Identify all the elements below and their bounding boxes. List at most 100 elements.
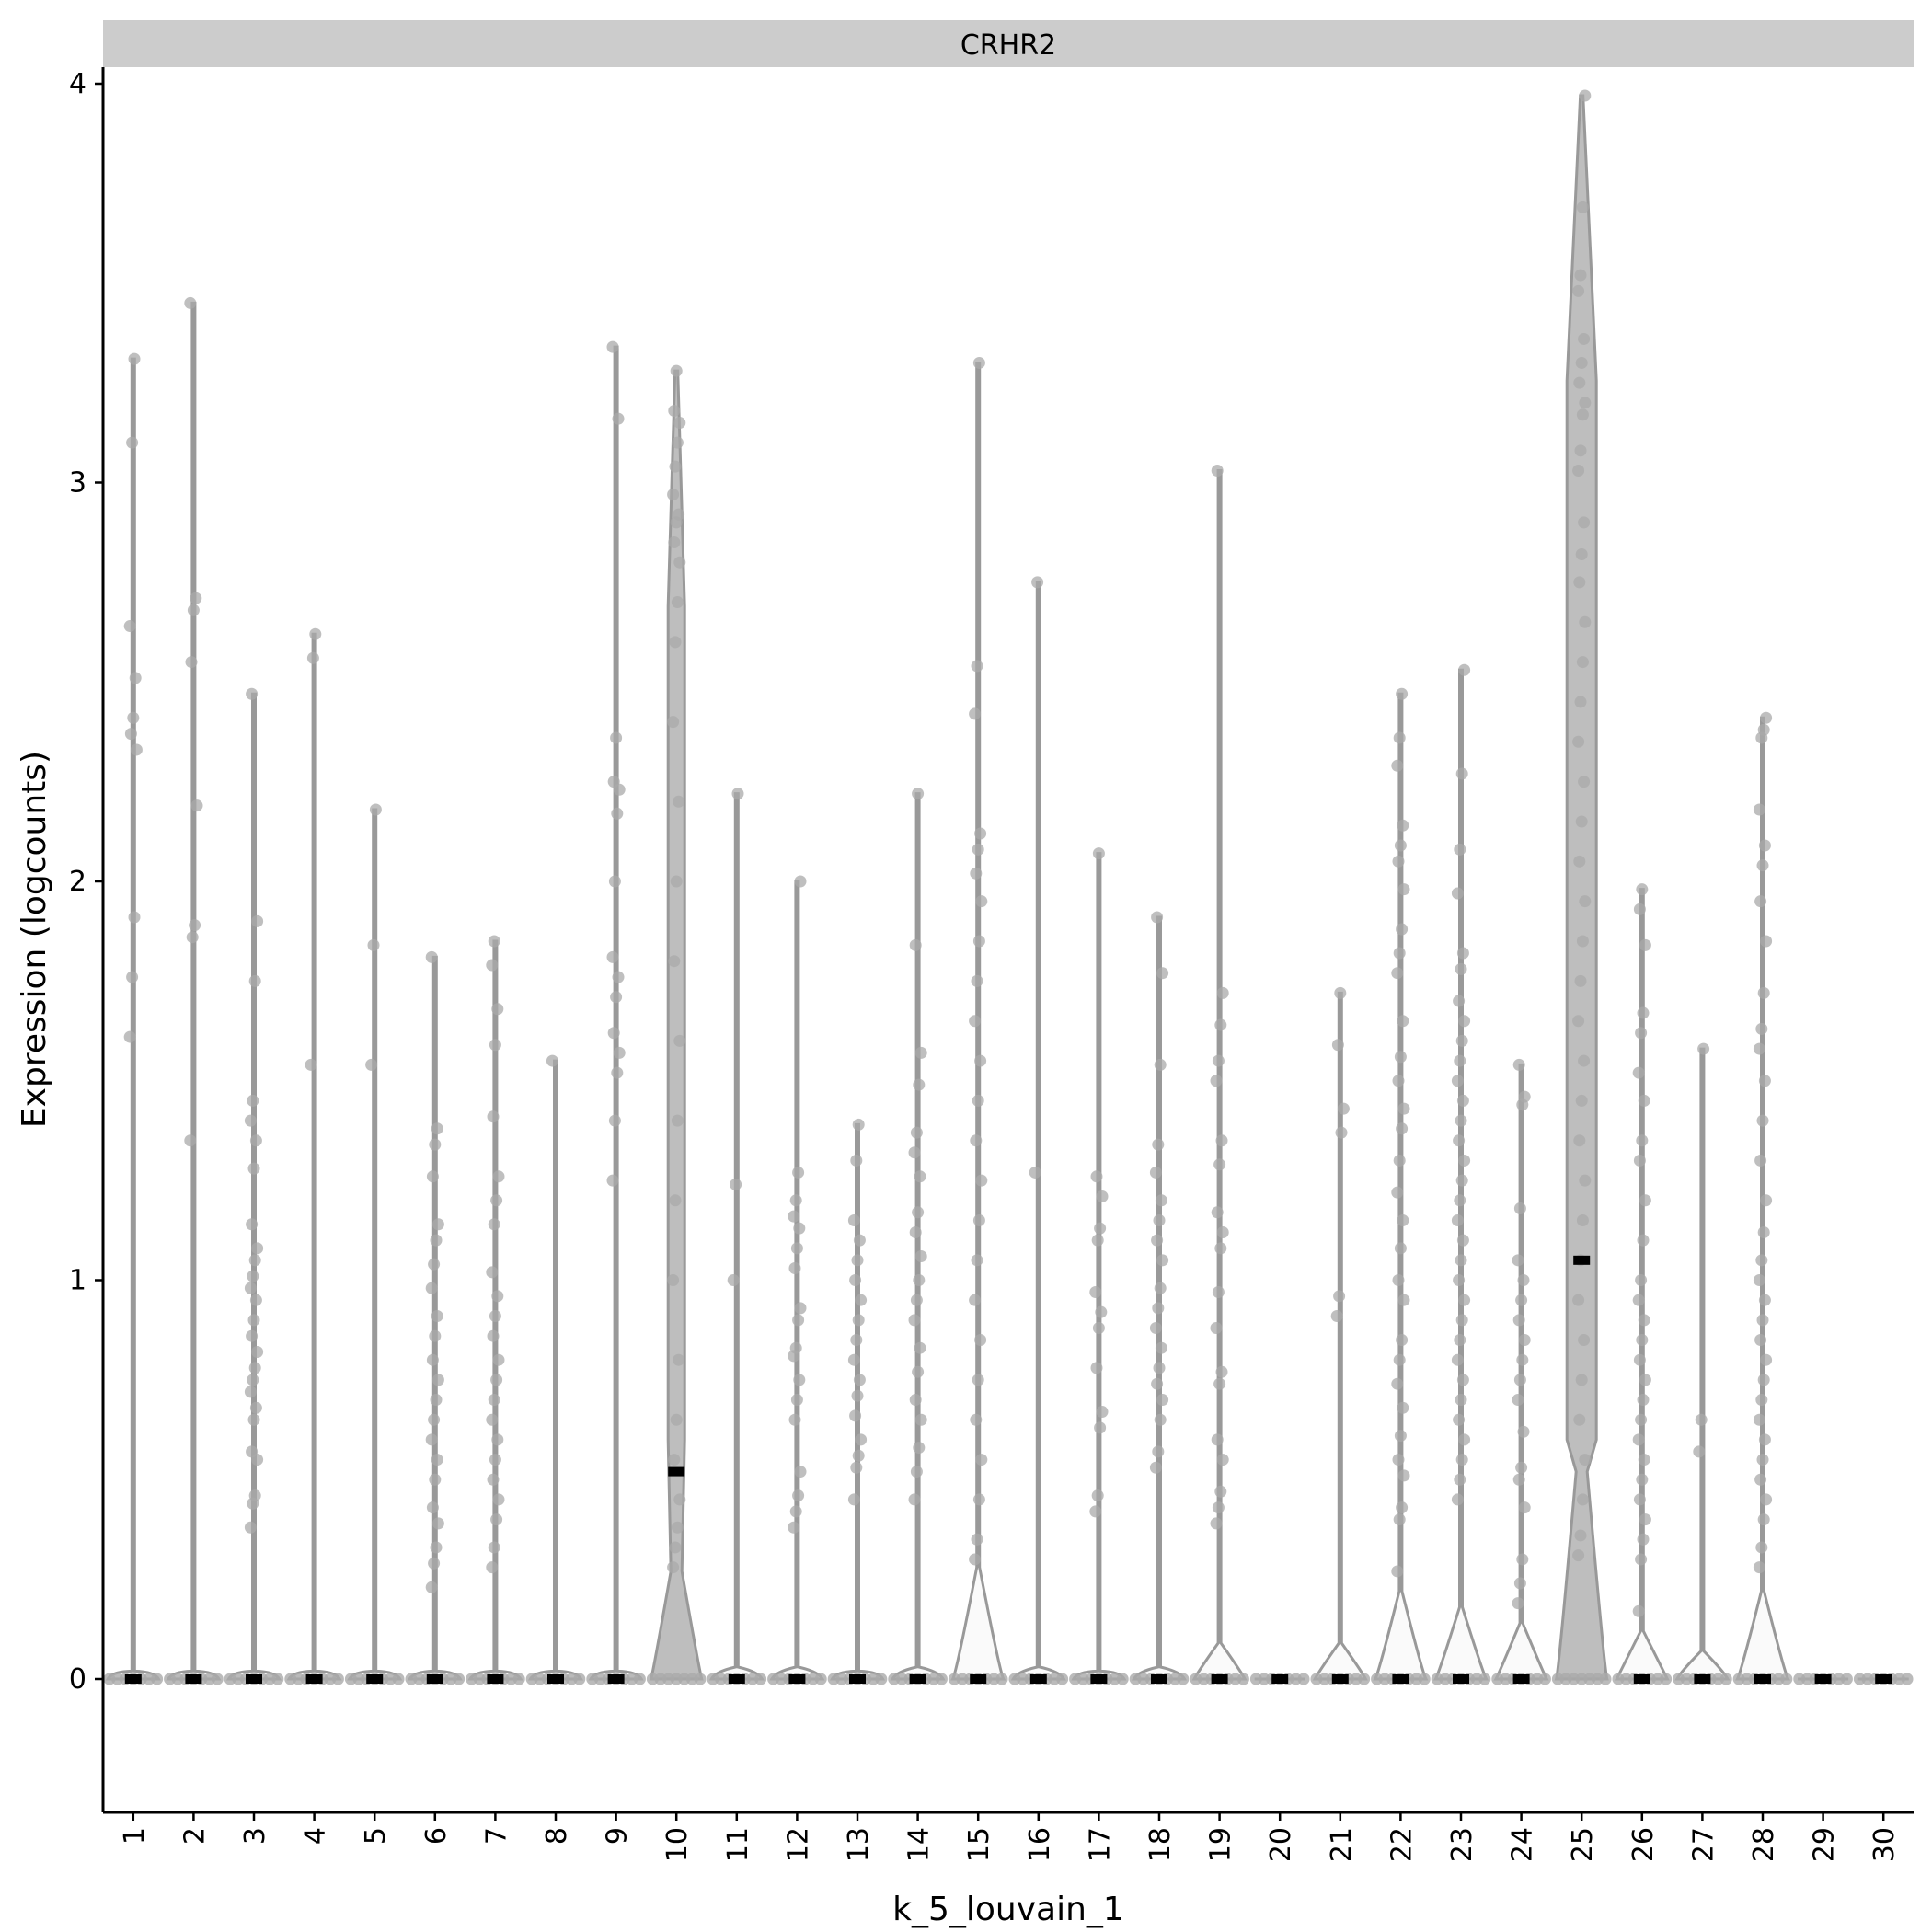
data-point: [1756, 1314, 1769, 1327]
data-point: [1214, 1485, 1227, 1498]
data-point: [1633, 1154, 1646, 1167]
data-point: [788, 1521, 800, 1534]
data-point: [365, 1058, 378, 1071]
data-point: [1512, 1473, 1525, 1486]
data-point: [1579, 615, 1592, 628]
data-point: [969, 1294, 982, 1306]
data-point: [1578, 516, 1591, 529]
data-point: [486, 959, 499, 972]
data-point: [512, 1673, 525, 1685]
data-point: [1154, 1413, 1167, 1426]
data-point: [909, 938, 922, 951]
data-point: [613, 1046, 626, 1059]
data-point: [971, 1254, 983, 1267]
data-point: [128, 352, 141, 365]
data-point: [249, 1401, 262, 1414]
data-point: [849, 1274, 862, 1286]
data-point: [488, 1394, 500, 1407]
data-point: [1397, 1401, 1409, 1414]
data-point: [1516, 1353, 1529, 1366]
data-point: [248, 1362, 261, 1374]
data-point: [1116, 1673, 1129, 1685]
x-tick-label: 24: [1507, 1827, 1539, 1862]
data-point: [1572, 1294, 1585, 1306]
data-point: [1455, 767, 1468, 780]
data-point: [1393, 1353, 1406, 1366]
data-point: [1029, 1166, 1041, 1179]
data-point: [1753, 803, 1765, 816]
data-point: [1451, 887, 1464, 900]
data-point: [1455, 1314, 1468, 1327]
data-point: [1213, 1158, 1226, 1171]
data-point: [789, 1505, 802, 1518]
data-point: [1210, 1075, 1223, 1087]
x-tick-label: 5: [360, 1827, 392, 1845]
data-point: [1056, 1673, 1069, 1685]
data-point: [1579, 1454, 1592, 1466]
data-point: [247, 1270, 259, 1282]
data-point: [794, 1302, 807, 1315]
data-point: [127, 711, 140, 724]
data-point: [1755, 1541, 1768, 1554]
data-point: [1451, 1353, 1464, 1366]
data-point: [972, 935, 985, 948]
data-point: [1154, 1058, 1167, 1071]
data-point: [487, 1110, 500, 1123]
data-point: [1094, 1421, 1107, 1434]
data-point: [794, 875, 807, 888]
data-point: [792, 1489, 805, 1502]
data-point: [612, 412, 625, 425]
data-point: [1578, 776, 1591, 788]
data-point: [1636, 1134, 1649, 1147]
data-point: [669, 1194, 682, 1207]
x-tick-label: 26: [1627, 1827, 1660, 1862]
data-point: [492, 1170, 505, 1183]
data-point: [129, 672, 142, 684]
data-point: [1574, 269, 1587, 282]
data-point: [913, 1078, 926, 1091]
data-point: [184, 1134, 197, 1147]
data-point: [1149, 1461, 1162, 1474]
data-point: [671, 1521, 684, 1534]
data-point: [247, 1413, 260, 1426]
data-point: [1574, 696, 1587, 708]
data-point: [1636, 1473, 1649, 1486]
data-point: [1092, 847, 1105, 860]
data-point: [1333, 1290, 1346, 1303]
data-point: [670, 875, 683, 888]
data-point: [1760, 711, 1773, 724]
data-point: [1635, 1274, 1648, 1286]
data-point: [1573, 376, 1586, 389]
data-point: [673, 556, 686, 569]
data-point: [1177, 1673, 1190, 1685]
data-point: [1635, 1413, 1648, 1426]
x-axis-ticks: 1 2 3 4 5 6 7 8 9 10 11 12 13 14 15 16 17 18 19 20 21 22 23 24 2…: [119, 1812, 1901, 1862]
data-point: [914, 1170, 926, 1183]
data-point: [151, 1673, 164, 1685]
data-point: [1754, 1154, 1767, 1167]
data-point: [1453, 1274, 1466, 1286]
data-point: [971, 974, 983, 987]
data-point: [1512, 1597, 1524, 1610]
data-point: [1451, 1213, 1464, 1226]
data-point: [1455, 1174, 1468, 1187]
data-point: [1455, 1114, 1467, 1127]
data-point: [1635, 1027, 1648, 1040]
data-point: [910, 1294, 923, 1306]
median-marker: [728, 1674, 745, 1684]
data-point: [1397, 1469, 1410, 1482]
data-point: [1578, 332, 1591, 345]
data-point: [1572, 284, 1585, 297]
data-point: [1517, 1425, 1530, 1438]
data-point: [853, 1374, 866, 1386]
data-point: [1397, 883, 1410, 896]
data-point: [492, 1353, 505, 1366]
data-point: [1575, 1374, 1588, 1386]
data-point: [1517, 1274, 1530, 1286]
data-point: [1760, 935, 1773, 948]
data-point: [851, 1254, 864, 1267]
data-point: [611, 807, 624, 820]
data-point: [331, 1673, 344, 1685]
data-point: [608, 1114, 621, 1127]
data-point: [1633, 1353, 1646, 1366]
